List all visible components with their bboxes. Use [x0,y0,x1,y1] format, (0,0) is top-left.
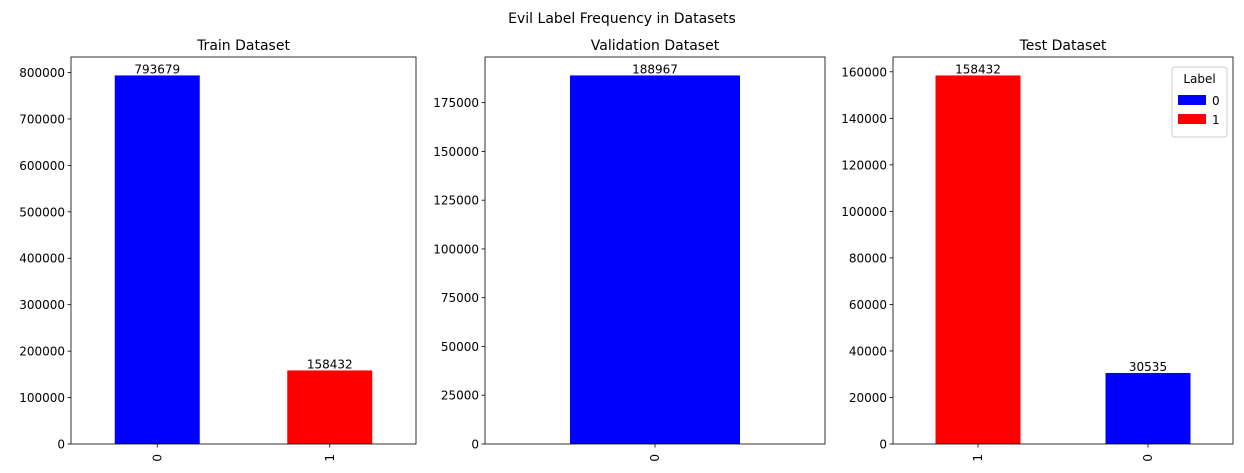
legend-title: Label [1183,72,1215,86]
y-tick-label: 40000 [849,344,887,358]
chart-panel-3: Test Dataset 158432 30535 0 20000 40000 60000 8… [841,38,1234,462]
bar [114,75,200,445]
y-tick-label: 80000 [849,251,887,265]
legend-swatch [1178,114,1206,124]
bar [935,75,1021,445]
x-tick-label: 0 [1141,454,1155,462]
y-tick-label: 100000 [433,242,479,256]
y-tick-label: 0 [57,438,65,452]
y-tick-label: 0 [471,438,479,452]
legend-label: 1 [1212,113,1220,127]
y-tick-label: 100000 [841,205,887,219]
y-tick-label: 160000 [841,65,887,79]
y-tick-label: 600000 [19,159,65,173]
y-tick-label: 25000 [441,389,479,403]
x-tick-label: 1 [323,454,337,462]
bar-data-label: 188967 [632,62,678,76]
chart-panel-2: Validation Dataset 188967 0 25000 50000 75000… [433,38,826,462]
legend: Label 0 1 [1171,66,1228,138]
bar-data-label: 158432 [307,357,353,371]
chart-panel-1: Train Dataset 793679 158432 0 100000 200000 30… [19,38,417,462]
bar-data-label: 158432 [955,62,1001,76]
y-tick-label: 125000 [433,194,479,208]
axes-frame [70,56,417,445]
x-tick-label: 0 [150,454,164,462]
y-tick-label: 800000 [19,66,65,80]
bar-data-label: 793679 [134,62,180,76]
axes-frame [892,56,1234,445]
bar [287,370,373,444]
y-tick-label: 400000 [19,252,65,266]
panel-title: Test Dataset [1019,38,1107,54]
y-tick-label: 120000 [841,158,887,172]
y-tick-label: 700000 [19,112,65,126]
y-tick-label: 75000 [441,291,479,305]
y-tick-label: 0 [879,438,887,452]
legend-swatch [1178,95,1206,105]
legend-label: 0 [1212,94,1220,108]
panel-title: Train Dataset [196,38,290,54]
y-tick-label: 100000 [19,391,65,405]
y-tick-label: 60000 [849,298,887,312]
y-tick-label: 20000 [849,391,887,405]
y-tick-label: 150000 [433,145,479,159]
x-tick-label: 0 [648,454,662,462]
figure-title: Evil Label Frequency in Datasets [508,11,736,27]
y-tick-label: 500000 [19,205,65,219]
x-tick-label: 1 [971,454,985,462]
y-tick-label: 300000 [19,298,65,312]
panel-title: Validation Dataset [591,38,720,54]
chart-panels: Train Dataset793679158432010000020000030… [19,38,1234,462]
y-tick-label: 50000 [441,340,479,354]
bar-data-label: 30535 [1129,360,1167,374]
y-tick-label: 140000 [841,112,887,126]
y-tick-label: 200000 [19,345,65,359]
bar [1105,372,1191,444]
y-tick-label: 175000 [433,96,479,110]
bar [570,75,740,444]
